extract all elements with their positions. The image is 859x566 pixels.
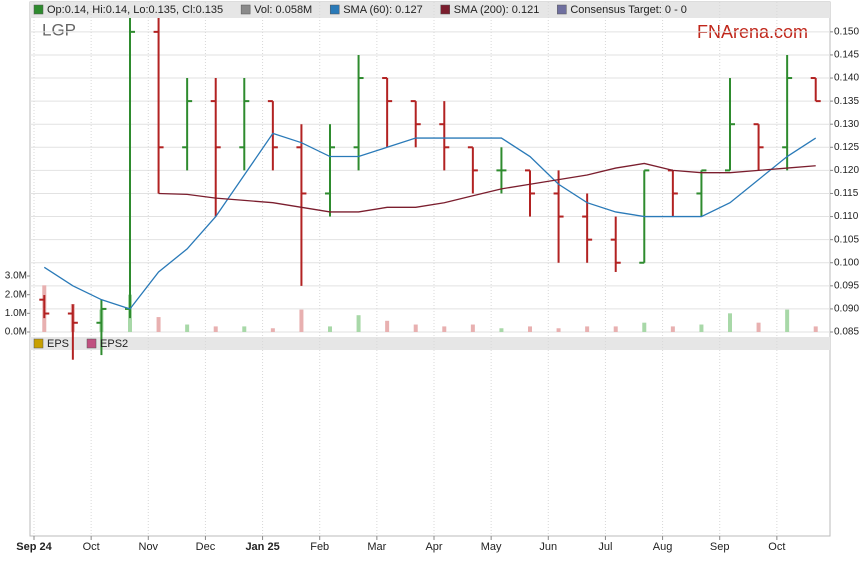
- legend-swatch: [33, 338, 44, 349]
- y-tick-label: 0.125: [834, 142, 859, 153]
- volume-bar: [499, 328, 504, 332]
- x-tick-label: Apr: [425, 541, 442, 553]
- legend-swatch: [240, 4, 251, 15]
- y-tick-label: 0.090: [834, 304, 859, 315]
- volume-bar: [156, 317, 161, 332]
- y-tick-label: 0.145: [834, 50, 859, 61]
- volume-bar: [642, 322, 647, 332]
- y-tick-label: 0.100: [834, 257, 859, 268]
- volume-bar: [585, 326, 590, 332]
- legend-bar: [30, 2, 830, 18]
- volume-bar: [270, 328, 275, 332]
- legend-entry: SMA (200): 0.121: [454, 4, 540, 16]
- x-tick-label: Aug: [653, 541, 673, 553]
- ticker: LGP: [42, 20, 76, 39]
- volume-bar: [242, 326, 247, 332]
- legend-entry: EPS: [47, 338, 69, 350]
- legend-swatch: [33, 4, 44, 15]
- y-tick-label: 0.115: [834, 188, 859, 199]
- volume-bar: [556, 328, 561, 332]
- legend-swatch: [86, 338, 97, 349]
- volume-bar: [756, 322, 761, 332]
- x-tick-label: Nov: [139, 541, 159, 553]
- x-tick-label: Mar: [367, 541, 386, 553]
- legend-entry: Vol: 0.058M: [254, 4, 312, 16]
- x-tick-label: Dec: [196, 541, 216, 553]
- sma-line: [43, 132, 817, 310]
- x-tick-label: Feb: [310, 541, 329, 553]
- legend-swatch: [557, 4, 567, 15]
- volume-bar: [528, 326, 532, 332]
- volume-bar: [385, 320, 390, 332]
- x-tick-label: Jun: [539, 541, 557, 553]
- legend-entry: Op:0.14, Hi:0.14, Lo:0.135, Cl:0.135: [47, 4, 223, 16]
- y2-tick-label: 3.0M: [5, 271, 27, 282]
- x-tick-label: Oct: [83, 541, 100, 553]
- volume-bar: [670, 326, 675, 332]
- y-tick-label: 0.135: [834, 96, 859, 107]
- volume-bar: [470, 324, 475, 332]
- sma-line: [158, 162, 816, 213]
- volume-bar: [613, 326, 618, 332]
- y2-tick-label: 1.0M: [5, 308, 27, 319]
- y-tick-label: 0.140: [834, 73, 859, 84]
- volume-bar: [356, 315, 361, 332]
- y-tick-label: 0.105: [834, 234, 859, 245]
- x-tick-label: Oct: [768, 541, 785, 553]
- volume-bar: [413, 324, 418, 332]
- y-tick-label: 0.110: [834, 211, 859, 222]
- legend-swatch: [440, 4, 450, 15]
- y-tick-label: 0.085: [834, 327, 859, 338]
- volume-bar: [328, 326, 332, 332]
- x-tick-label: Sep 24: [16, 541, 52, 553]
- legend-entry: EPS2: [100, 338, 128, 350]
- legend-entry: Consensus Target: 0 - 0: [570, 4, 687, 16]
- legend-entry: SMA (60): 0.127: [343, 4, 423, 16]
- y2-tick-label: 2.0M: [5, 289, 27, 300]
- y-tick-label: 0.150: [834, 26, 859, 37]
- y2-tick-label: 0.0M: [5, 327, 27, 338]
- x-tick-label: Jul: [598, 541, 612, 553]
- lower-legend-bar: [30, 337, 830, 350]
- x-tick-label: Sep: [710, 541, 730, 553]
- volume-bar: [728, 313, 732, 332]
- volume-bar: [785, 309, 790, 332]
- volume-bar: [213, 326, 218, 332]
- volume-bar: [185, 324, 190, 332]
- volume-bar: [699, 324, 704, 332]
- y-tick-label: 0.130: [834, 119, 859, 130]
- volume-bar: [813, 326, 818, 332]
- legend-swatch: [329, 4, 340, 15]
- volume-bar: [442, 326, 447, 332]
- plot-frame: [29, 1, 831, 537]
- x-tick-label: Jan 25: [245, 541, 279, 553]
- y-tick-label: 0.095: [834, 280, 859, 291]
- y-tick-label: 0.120: [834, 165, 859, 176]
- volume-bar: [299, 309, 304, 332]
- x-tick-label: May: [481, 541, 502, 553]
